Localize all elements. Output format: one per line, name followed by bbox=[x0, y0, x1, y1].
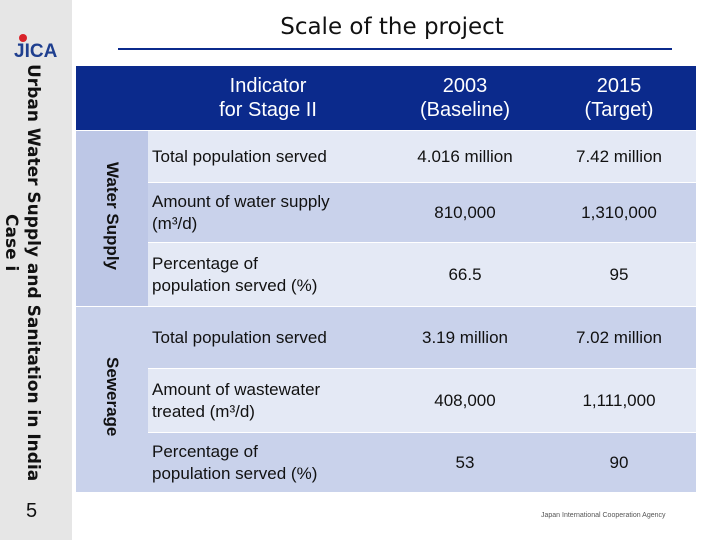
indicator-line1: Amount of wastewater bbox=[152, 379, 321, 399]
table-header-row: Indicator for Stage II 2003 (Baseline) 2… bbox=[76, 66, 696, 131]
group-label-sewerage: Sewerage bbox=[76, 306, 148, 493]
slide-title: Scale of the project bbox=[280, 14, 504, 40]
group-label-water-supply: Water Supply bbox=[76, 130, 148, 307]
header-target: 2015 (Target) bbox=[542, 66, 696, 131]
left-side-band bbox=[0, 0, 72, 540]
header-baseline-line1: 2003 bbox=[442, 75, 488, 97]
baseline-cell: 4.016 million bbox=[388, 130, 542, 183]
indicator-line1: Percentage of bbox=[152, 253, 258, 273]
indicator-line2: treated (m³/d) bbox=[152, 401, 255, 421]
baseline-cell: 53 bbox=[388, 432, 542, 493]
title-underline bbox=[118, 48, 672, 50]
baseline-cell: 3.19 million bbox=[388, 306, 542, 369]
table-row: Amount of water supply (m³/d) 810,000 1,… bbox=[76, 182, 696, 243]
indicator-line1: Amount of water supply bbox=[152, 191, 330, 211]
indicator-cell: Percentage of population served (%) bbox=[148, 432, 388, 493]
target-cell: 1,310,000 bbox=[542, 182, 696, 243]
baseline-cell: 810,000 bbox=[388, 182, 542, 243]
group-label-water-supply-text: Water Supply bbox=[103, 162, 122, 270]
header-indicator-line1: Indicator bbox=[229, 75, 307, 97]
header-target-line2: (Target) bbox=[584, 99, 654, 121]
baseline-cell: 66.5 bbox=[388, 242, 542, 307]
indicator-line2: population served (%) bbox=[152, 275, 318, 295]
header-blank-cell bbox=[76, 66, 148, 131]
indicator-cell: Total population served bbox=[148, 130, 388, 183]
target-cell: 7.02 million bbox=[542, 306, 696, 369]
jica-logo-icon: JICA bbox=[14, 34, 58, 62]
indicator-cell: Total population served bbox=[148, 306, 388, 369]
header-target-line1: 2015 bbox=[596, 75, 642, 97]
baseline-cell: 408,000 bbox=[388, 368, 542, 433]
target-cell: 1,111,000 bbox=[542, 368, 696, 433]
table-row: Percentage of population served (%) 66.5… bbox=[76, 242, 696, 307]
group-label-sewerage-text: Sewerage bbox=[103, 357, 122, 437]
table-row: Water Supply Total population served 4.0… bbox=[76, 130, 696, 307]
indicator-cell: Percentage of population served (%) bbox=[148, 242, 388, 307]
indicator-cell: Amount of wastewater treated (m³/d) bbox=[148, 368, 388, 433]
table-row: Percentage of population served (%) 53 9… bbox=[76, 432, 696, 493]
svg-text:JICA: JICA bbox=[14, 41, 58, 60]
table-row: Sewerage Total population served 3.19 mi… bbox=[76, 306, 696, 493]
header-baseline: 2003 (Baseline) bbox=[388, 66, 542, 131]
target-cell: 90 bbox=[542, 432, 696, 493]
indicator-line1: Percentage of bbox=[152, 441, 258, 461]
header-baseline-line2: (Baseline) bbox=[419, 99, 511, 121]
header-indicator-line2: for Stage II bbox=[219, 99, 317, 121]
case-label-line2: Case i bbox=[1, 214, 21, 272]
jica-logo: JICA bbox=[10, 30, 68, 62]
case-label-line1: Urban Water Supply and Sanitation in Ind… bbox=[23, 64, 43, 482]
table-row: Amount of wastewater treated (m³/d) 408,… bbox=[76, 368, 696, 433]
project-scale-table: Indicator for Stage II 2003 (Baseline) 2… bbox=[76, 66, 696, 494]
indicator-line2: (m³/d) bbox=[152, 213, 198, 233]
target-cell: 7.42 million bbox=[542, 130, 696, 183]
indicator-line2: population served (%) bbox=[152, 463, 318, 483]
footer-agency-name: Japan International Cooperation Agency bbox=[541, 512, 666, 519]
case-label: Urban Water Supply and Sanitation in Ind… bbox=[1, 64, 44, 504]
indicator-cell: Amount of water supply (m³/d) bbox=[148, 182, 388, 243]
header-indicator: Indicator for Stage II bbox=[148, 66, 388, 131]
target-cell: 95 bbox=[542, 242, 696, 307]
page-number: 5 bbox=[26, 500, 38, 522]
